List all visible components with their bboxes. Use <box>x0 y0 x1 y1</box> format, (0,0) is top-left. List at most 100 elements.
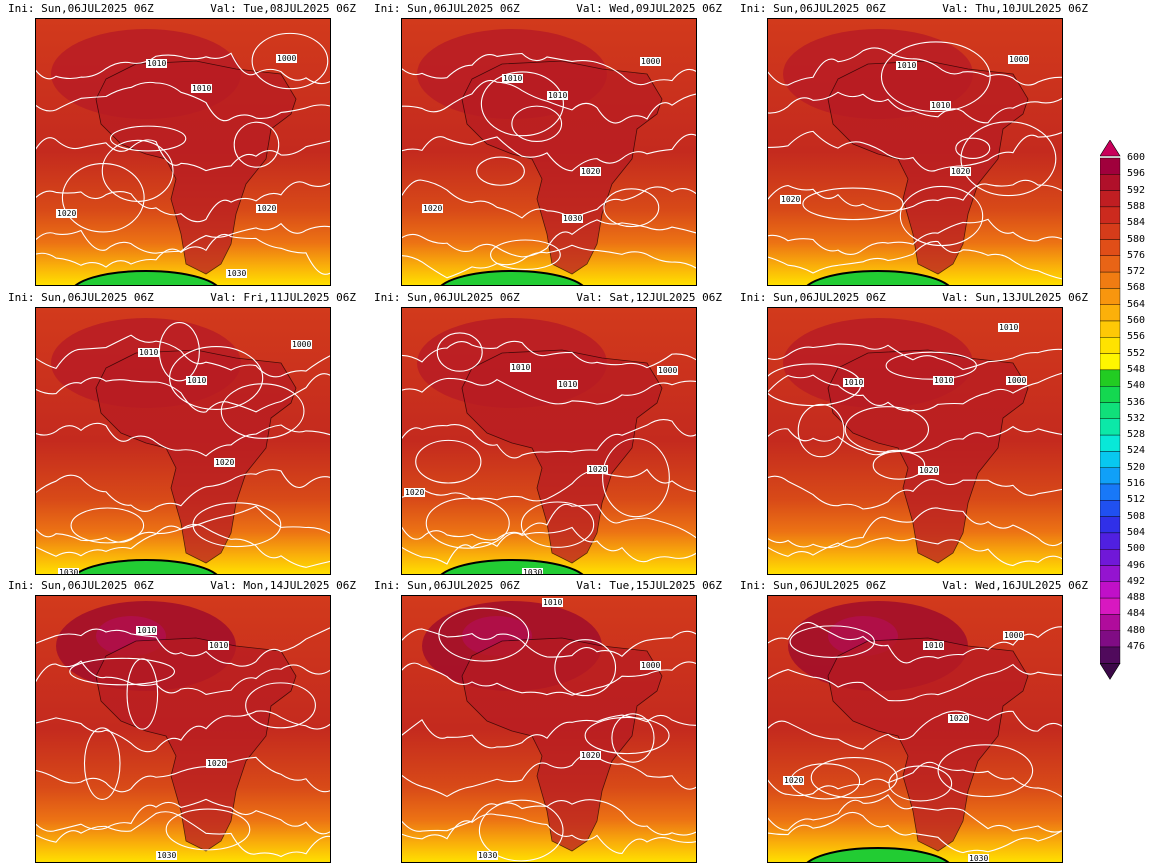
panel-header: Ini: Sun,06JUL2025 06Z Val: Wed,09JUL2025… <box>366 2 732 16</box>
colorbar-segment <box>1099 190 1121 208</box>
isobar-label: 1010 <box>923 641 945 650</box>
isobar-label: 1000 <box>1003 631 1025 640</box>
isobar-label: 1020 <box>422 204 444 213</box>
colorbar-tick-label: 568 <box>1127 282 1146 294</box>
colorbar-segment <box>1099 581 1121 599</box>
colorbar-tick-label: 592 <box>1127 184 1146 196</box>
colorbar-tick-label: 516 <box>1127 478 1146 489</box>
isobar-label: 1020 <box>948 714 970 723</box>
valid-time-label: Val: Wed,09JUL2025 06Z <box>576 2 722 15</box>
init-time-label: Ini: Sun,06JUL2025 06Z <box>740 2 886 15</box>
init-time-label: Ini: Sun,06JUL2025 06Z <box>8 291 154 304</box>
colorbar-tick-label: 580 <box>1127 233 1146 245</box>
isobar-label: 1010 <box>930 101 952 110</box>
colorbar-tick-label: 520 <box>1127 461 1146 473</box>
colorbar-segment <box>1099 239 1121 256</box>
colorbar-scale <box>1099 139 1121 680</box>
panel-header: Ini: Sun,06JUL2025 06Z Val: Mon,14JUL2025… <box>0 579 366 593</box>
colorbar-tick-label: 596 <box>1127 168 1146 180</box>
isobar-label: 1000 <box>1006 376 1028 385</box>
isobar-label: 1000 <box>1008 55 1030 64</box>
colorbar-segment <box>1099 532 1121 550</box>
isobar-label: 1010 <box>510 363 532 372</box>
forecast-panel: Ini: Sun,06JUL2025 06Z Val: Tue,15JUL2025… <box>366 577 732 865</box>
isobar-label: 1020 <box>783 776 805 785</box>
forecast-panel: Ini: Sun,06JUL2025 06Z Val: Thu,10JUL2025… <box>732 0 1098 288</box>
colorbar-tick-label: 528 <box>1127 429 1146 441</box>
geopotential-map: 1010 1000 1020 1030 <box>401 595 697 863</box>
isobar-label: 1010 <box>896 61 918 70</box>
colorbar-segment <box>1099 304 1121 322</box>
colorbar-tick-label: 504 <box>1127 526 1146 538</box>
colorbar-segment <box>1099 288 1121 305</box>
isobar-label: 1030 <box>522 568 544 575</box>
isobar-label: 1000 <box>640 661 662 670</box>
isobar-label: 1030 <box>968 854 990 863</box>
isobar-label: 1020 <box>214 458 236 467</box>
map-field <box>36 596 330 862</box>
geopotential-map: 1010 1010 1000 1020 1030 <box>35 307 331 575</box>
colorbar-segment <box>1099 516 1121 534</box>
colorbar-top-arrow <box>1099 139 1121 157</box>
colorbar-segment <box>1099 597 1121 615</box>
init-time-label: Ini: Sun,06JUL2025 06Z <box>374 579 520 592</box>
colorbar-segment <box>1099 255 1121 273</box>
panel-header: Ini: Sun,06JUL2025 06Z Val: Wed,16JUL2025… <box>732 579 1098 593</box>
valid-time-label: Val: Sun,13JUL2025 06Z <box>942 291 1088 304</box>
colorbar-legend: 600 596 592 588 584 580 576 572 568 564 560 556 552 5… <box>1099 139 1152 685</box>
map-field <box>402 19 696 285</box>
geopotential-map: 1010 1010 1020 1030 <box>35 595 331 863</box>
colorbar-segment <box>1099 337 1121 354</box>
isobar-label: 1030 <box>477 851 499 860</box>
valid-time-label: Val: Thu,10JUL2025 06Z <box>942 2 1088 15</box>
colorbar-segment <box>1099 206 1121 224</box>
colorbar-tick-label: 492 <box>1127 575 1146 587</box>
colorbar-segment <box>1099 418 1121 436</box>
panel-header: Ini: Sun,06JUL2025 06Z Val: Tue,15JUL2025… <box>366 579 732 593</box>
colorbar-tick-label: 496 <box>1127 559 1146 571</box>
isobar-label: 1000 <box>640 57 662 66</box>
isobar-label: 1010 <box>191 84 213 93</box>
colorbar-bottom-arrow <box>1099 662 1121 680</box>
panel-header: Ini: Sun,06JUL2025 06Z Val: Sat,12JUL2025… <box>366 291 732 305</box>
colorbar-segment <box>1099 157 1121 175</box>
colorbar-tick-label: 576 <box>1127 249 1146 261</box>
valid-time-label: Val: Mon,14JUL2025 06Z <box>210 579 356 592</box>
isobar-label: 1020 <box>918 466 940 475</box>
colorbar-segment <box>1099 385 1121 403</box>
forecast-panel: Ini: Sun,06JUL2025 06Z Val: Fri,11JUL2025… <box>0 289 366 577</box>
colorbar-tick-label: 500 <box>1127 543 1146 555</box>
init-time-label: Ini: Sun,06JUL2025 06Z <box>740 579 886 592</box>
geopotential-map: 1010 1000 1020 1020 1030 <box>767 595 1063 863</box>
colorbar-segment <box>1099 646 1121 664</box>
isobar-label: 1020 <box>587 465 609 474</box>
map-field <box>768 19 1062 285</box>
colorbar-tick-label: 560 <box>1127 315 1146 326</box>
panel-header: Ini: Sun,06JUL2025 06Z Val: Thu,10JUL2025… <box>732 2 1098 16</box>
colorbar-tick-label: 540 <box>1127 380 1146 392</box>
colorbar-segment <box>1099 549 1121 566</box>
colorbar-segment <box>1099 483 1121 501</box>
map-field <box>768 596 1062 862</box>
valid-time-label: Val: Tue,08JUL2025 06Z <box>210 2 356 15</box>
init-time-label: Ini: Sun,06JUL2025 06Z <box>374 291 520 304</box>
geopotential-map: 1010 1010 1010 1000 1020 <box>767 307 1063 575</box>
isobar-label: 1020 <box>780 195 802 204</box>
init-time-label: Ini: Sun,06JUL2025 06Z <box>374 2 520 15</box>
isobar-label: 1020 <box>56 209 78 218</box>
init-time-label: Ini: Sun,06JUL2025 06Z <box>8 579 154 592</box>
isobar-label: 1020 <box>404 488 426 497</box>
colorbar-segment <box>1099 500 1121 517</box>
colorbar-tick-label: 484 <box>1127 608 1146 620</box>
colorbar-tick-label: 588 <box>1127 200 1146 212</box>
map-field <box>768 308 1062 574</box>
isobar-label: 1000 <box>657 366 679 375</box>
colorbar-segment <box>1099 174 1121 191</box>
isobar-label: 1010 <box>557 380 579 389</box>
isobar-label: 1020 <box>206 759 228 768</box>
isobar-label: 1010 <box>502 74 524 83</box>
colorbar-segment <box>1099 434 1121 452</box>
colorbar-tick-label: 532 <box>1127 412 1146 424</box>
colorbar-tick-label: 556 <box>1127 331 1146 343</box>
colorbar-tick-label: 524 <box>1127 445 1146 457</box>
